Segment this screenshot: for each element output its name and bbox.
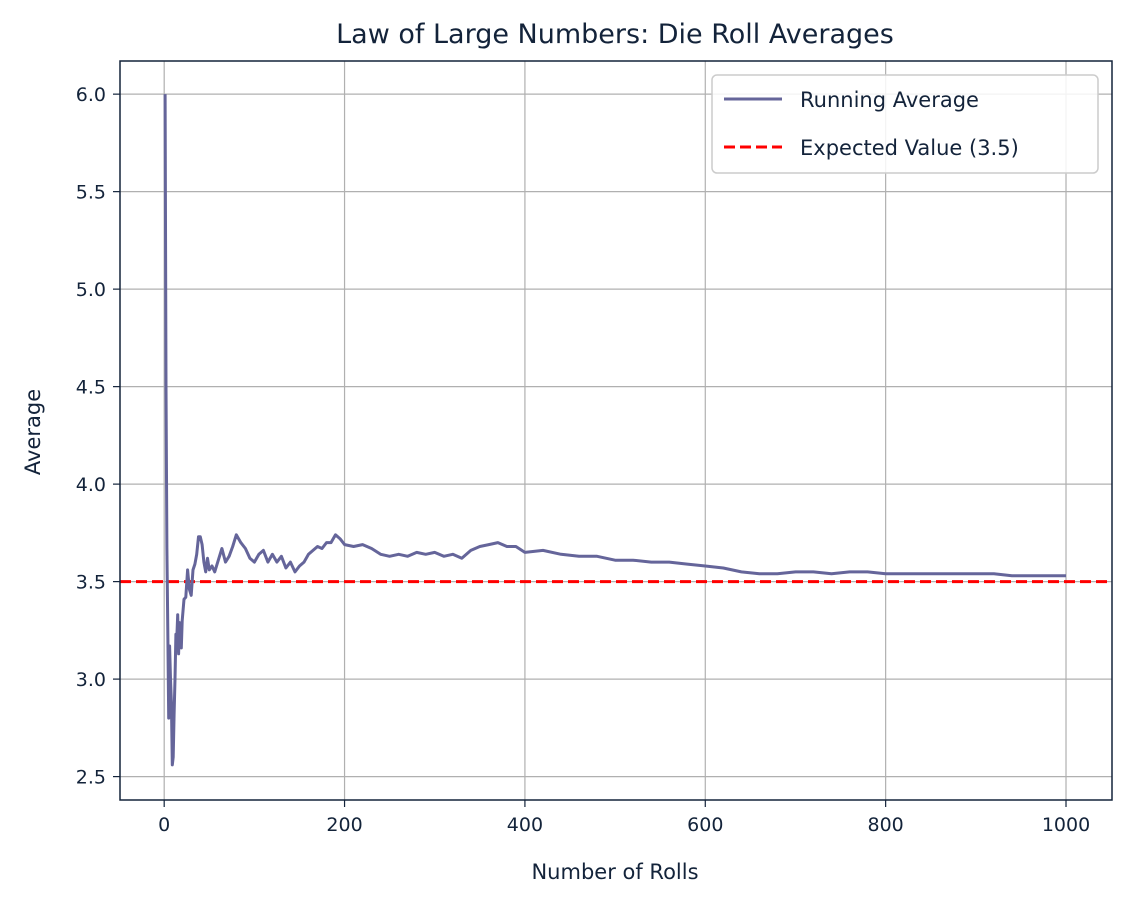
y-tick-label: 2.5 bbox=[76, 767, 106, 789]
x-tick-label: 400 bbox=[507, 814, 543, 836]
running-average-line bbox=[163, 94, 1066, 767]
x-tick-label: 0 bbox=[158, 814, 170, 836]
x-axis-label: Number of Rolls bbox=[531, 860, 698, 884]
y-tick-label: 4.5 bbox=[76, 377, 106, 399]
y-tick-label: 6.0 bbox=[76, 84, 106, 106]
legend-box bbox=[711, 74, 1099, 174]
y-axis-label: Average bbox=[21, 389, 45, 475]
x-tick-label: 600 bbox=[687, 814, 723, 836]
y-tick-label: 3.0 bbox=[76, 669, 106, 691]
y-tick-label: 5.0 bbox=[76, 279, 106, 301]
legend: Running Average Expected Value (3.5) bbox=[711, 74, 1099, 174]
x-tick-label: 1000 bbox=[1042, 814, 1090, 836]
plot-frame bbox=[119, 60, 1113, 801]
y-tick-label: 3.5 bbox=[76, 572, 106, 594]
legend-label-running-average: Running Average bbox=[800, 88, 979, 112]
running-average-line-group bbox=[163, 94, 1066, 767]
chart-title: Law of Large Numbers: Die Roll Averages bbox=[336, 19, 894, 50]
axis-ticks: 0 200 400 600 800 1000 2.5 3.0 3.5 4.0 4.5 5.0 5.5 6.… bbox=[76, 84, 1090, 836]
y-tick-label: 5.5 bbox=[76, 182, 106, 204]
x-tick-label: 800 bbox=[868, 814, 904, 836]
legend-label-expected-value: Expected Value (3.5) bbox=[800, 136, 1019, 160]
y-tick-label: 4.0 bbox=[76, 474, 106, 496]
x-tick-label: 200 bbox=[326, 814, 362, 836]
